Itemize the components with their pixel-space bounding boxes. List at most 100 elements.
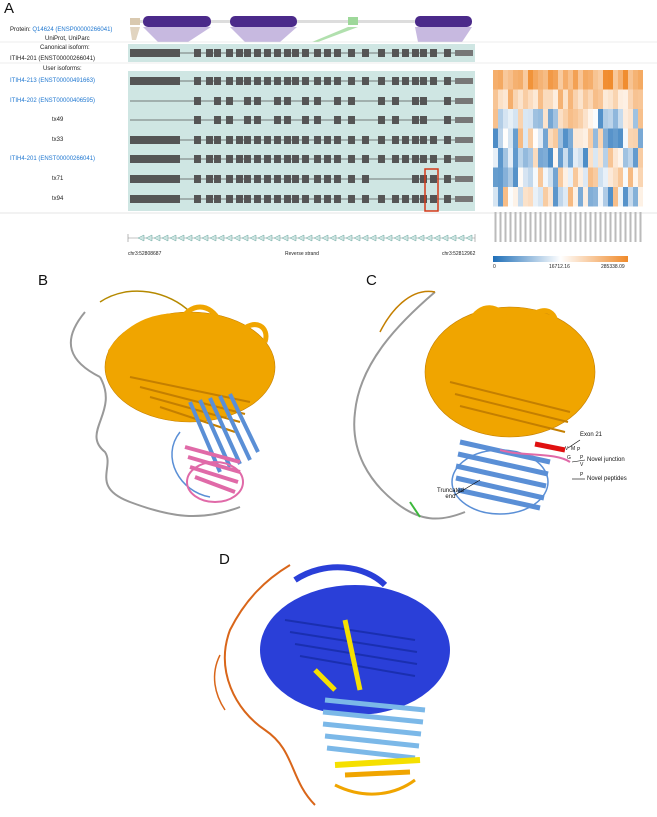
heatmap-cell xyxy=(538,187,543,207)
protein-db-links[interactable]: UniProt, UniParc xyxy=(45,36,90,42)
exon xyxy=(362,77,369,85)
heatmap-cell xyxy=(583,187,588,207)
color-scale-bar xyxy=(493,256,628,262)
heatmap-cell xyxy=(503,167,508,187)
heatmap-cell xyxy=(528,89,533,109)
heatmap-cell xyxy=(598,187,603,207)
heatmap-cell xyxy=(608,70,613,90)
heatmap-cell xyxy=(543,167,548,187)
heatmap-cell xyxy=(638,89,643,109)
heatmap-cell xyxy=(553,70,558,90)
exon xyxy=(274,49,281,57)
exon xyxy=(284,97,291,105)
exon xyxy=(314,77,321,85)
exon xyxy=(412,155,419,163)
exon xyxy=(236,77,243,85)
exon xyxy=(348,175,355,183)
heatmap-cell xyxy=(533,70,538,90)
exon xyxy=(254,195,261,203)
heatmap-cell xyxy=(493,89,498,109)
heatmap-cell xyxy=(638,109,643,129)
exon xyxy=(412,77,419,85)
exon xyxy=(244,155,251,163)
protein-domain xyxy=(143,16,211,27)
heatmap-cell xyxy=(573,109,578,129)
protein-id-link[interactable]: Q14624 xyxy=(32,27,54,33)
heatmap-cell xyxy=(538,89,543,109)
exon xyxy=(392,77,399,85)
exon xyxy=(130,49,180,57)
protein-domain xyxy=(348,17,358,25)
coordinate-start: chr3:52808687 xyxy=(128,251,162,257)
isoform-label[interactable]: ITIH4-202 (ENST00000406595) xyxy=(10,98,96,104)
scale-max: 285338.09 xyxy=(601,264,625,270)
heatmap-cell xyxy=(608,187,613,207)
exon xyxy=(324,136,331,144)
exon xyxy=(402,195,409,203)
exon xyxy=(412,97,419,105)
heatmap-cell xyxy=(553,187,558,207)
heatmap-cell xyxy=(623,148,628,168)
exon xyxy=(314,175,321,183)
exon xyxy=(244,136,251,144)
exon xyxy=(430,175,437,183)
heatmap-cell xyxy=(528,109,533,129)
exon xyxy=(378,97,385,105)
exon xyxy=(302,175,309,183)
exon xyxy=(226,77,233,85)
exon xyxy=(348,155,355,163)
exon xyxy=(274,136,281,144)
heatmap-cell xyxy=(508,70,513,90)
protein-prefix: Protein: xyxy=(10,27,31,33)
exon xyxy=(244,77,251,85)
exon xyxy=(130,195,180,203)
exon xyxy=(302,136,309,144)
heatmap-cell xyxy=(623,128,628,148)
heatmap-cell xyxy=(493,167,498,187)
isoform-label[interactable]: ITIH4-201 (ENST00000266041) xyxy=(10,156,96,162)
canonical-isoform-link[interactable]: ITIH4-201 (ENST00000266041) xyxy=(10,56,96,62)
exon xyxy=(226,136,233,144)
heatmap-cell xyxy=(548,70,553,90)
exon xyxy=(254,49,261,57)
exon xyxy=(244,175,251,183)
exon xyxy=(314,49,321,57)
heatmap-cell xyxy=(543,109,548,129)
heatmap-cell xyxy=(503,109,508,129)
exon xyxy=(378,195,385,203)
heatmap-cell xyxy=(513,148,518,168)
heatmap-cell xyxy=(603,128,608,148)
exon xyxy=(455,196,473,202)
exon xyxy=(402,136,409,144)
heatmap-cell xyxy=(633,128,638,148)
heatmap-cell xyxy=(618,128,623,148)
protein-ensp-link[interactable]: (ENSP00000266041) xyxy=(55,27,113,33)
heatmap-cell xyxy=(493,109,498,129)
exon xyxy=(130,175,180,183)
heatmap-cell xyxy=(498,109,503,129)
exon xyxy=(244,116,251,124)
heatmap-cell xyxy=(623,109,628,129)
heatmap-cell xyxy=(498,128,503,148)
exon xyxy=(444,195,451,203)
orange-domain xyxy=(104,304,276,433)
heatmap-cell xyxy=(508,109,513,129)
exon xyxy=(420,49,427,57)
heatmap-cell xyxy=(533,109,538,129)
exon xyxy=(226,116,233,124)
heatmap-cell xyxy=(583,89,588,109)
exon xyxy=(302,77,309,85)
heatmap-cell xyxy=(588,128,593,148)
isoform-label[interactable]: ITIH4-213 (ENST00000491663) xyxy=(10,78,96,84)
exon xyxy=(284,136,291,144)
exon xyxy=(284,195,291,203)
heatmap-cell xyxy=(603,89,608,109)
exon xyxy=(292,136,299,144)
exon xyxy=(455,117,473,123)
heatmap-cell xyxy=(513,70,518,90)
exon xyxy=(420,155,427,163)
coordinate-end: chr3:52812962 xyxy=(442,251,476,257)
exon xyxy=(314,116,321,124)
exon xyxy=(214,97,221,105)
heatmap-cell xyxy=(573,89,578,109)
